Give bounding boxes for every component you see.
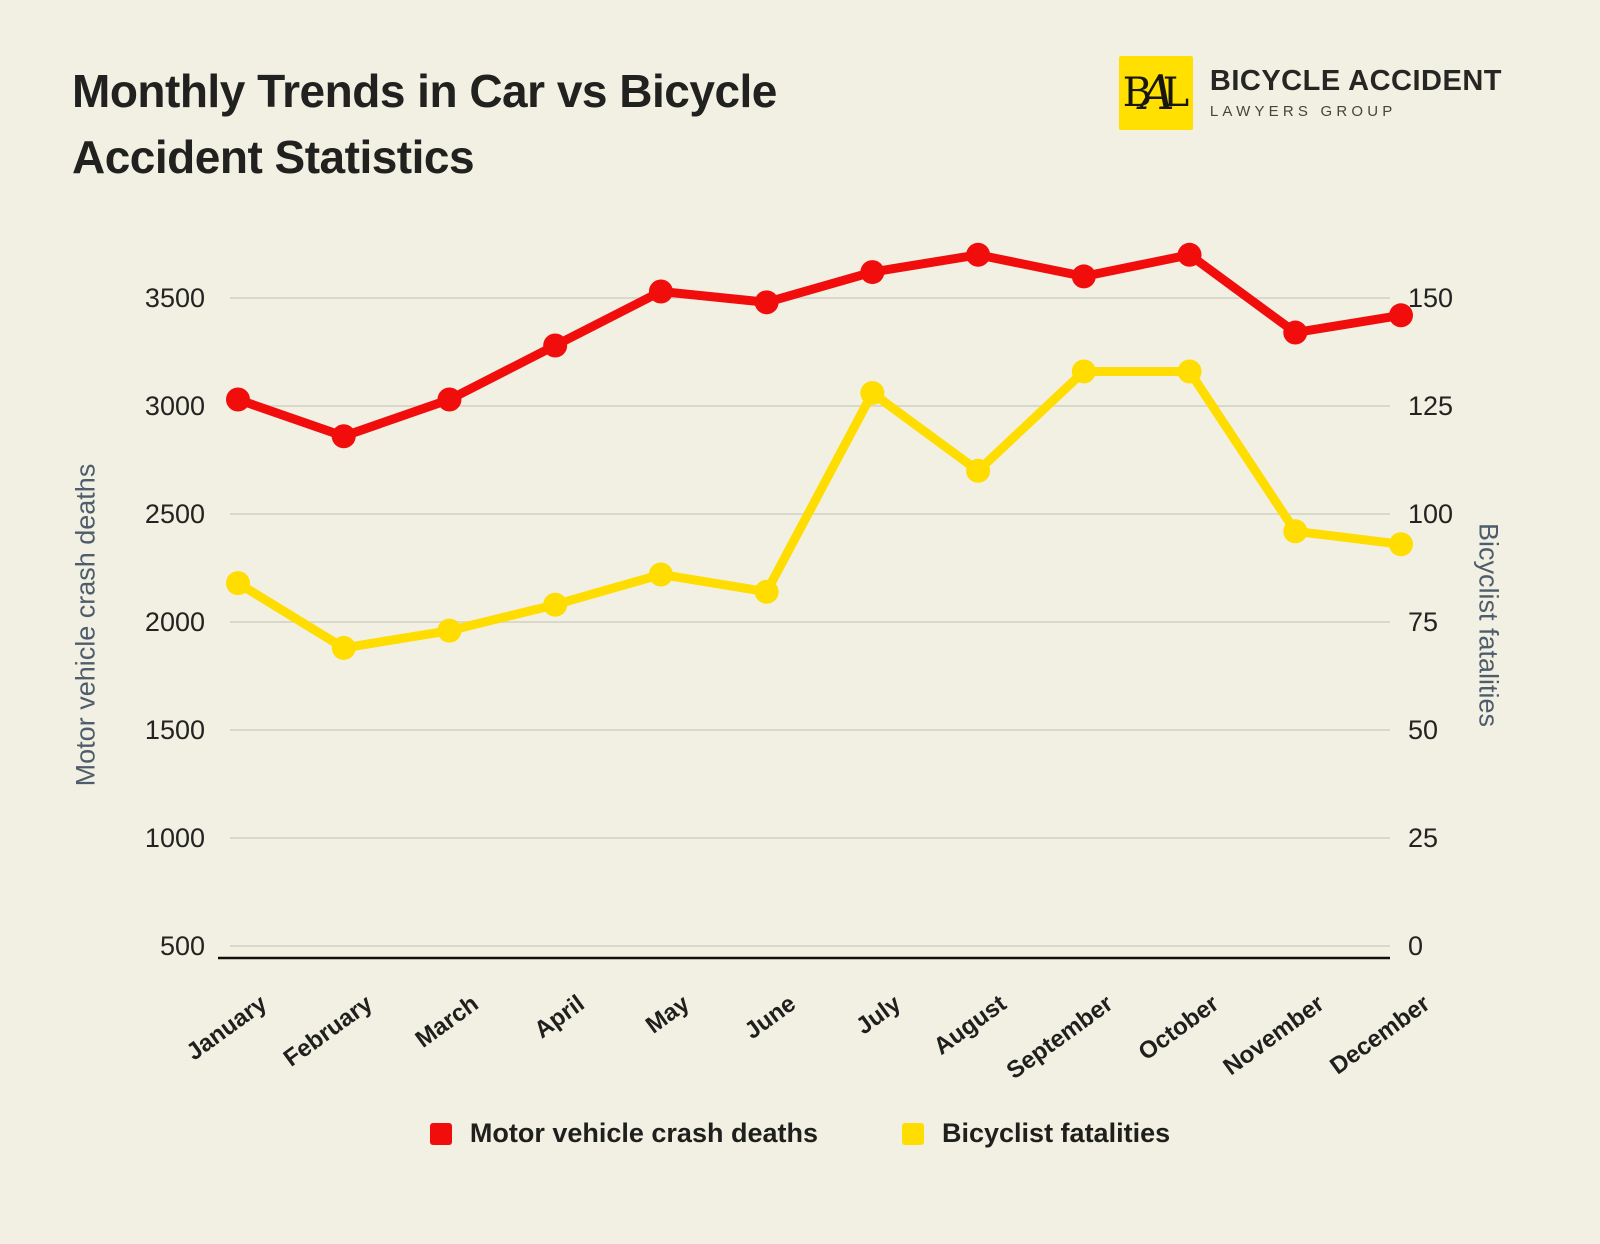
legend-item-bicyclist: Bicyclist fatalities <box>902 1120 1170 1147</box>
left-axis-title: Motor vehicle crash deaths <box>70 463 101 787</box>
legend-label: Bicyclist fatalities <box>942 1118 1171 1148</box>
data-point <box>1389 532 1413 557</box>
data-point <box>966 458 991 483</box>
data-point <box>648 279 673 304</box>
y-axis-tick-right: 125 <box>1408 391 1454 421</box>
data-point <box>226 387 250 412</box>
data-point <box>1283 320 1308 345</box>
data-point <box>966 242 991 267</box>
data-point <box>860 260 885 285</box>
legend-item-motor-vehicle: Motor vehicle crash deaths <box>429 1118 818 1148</box>
data-point <box>860 381 885 406</box>
series-line-motor-vehicle-crash-deaths <box>233 250 1406 441</box>
logo-company-subtitle: LAWYERS GROUP <box>1209 103 1397 120</box>
y-axis-tick-left: 1500 <box>144 715 205 745</box>
data-point <box>437 618 462 643</box>
chart-title: Monthly Trends in Car vs Bicycle Acciden… <box>72 58 777 190</box>
monogram-letter: A <box>1139 65 1175 121</box>
data-point <box>543 333 568 358</box>
y-axis-tick-left: 1000 <box>144 823 205 853</box>
data-point <box>1283 519 1308 544</box>
y-axis-tick-right: 0 <box>1408 931 1424 961</box>
data-point <box>437 387 462 412</box>
company-logo: B A L BICYCLE ACCIDENT LAWYERS GROUP <box>1118 56 1502 130</box>
data-point <box>1177 359 1202 384</box>
chart-title-line2: Accident Statistics <box>72 131 475 183</box>
y-axis-tick-left: 2500 <box>144 499 205 529</box>
data-point <box>648 562 673 587</box>
y-axis-tick-left: 3000 <box>144 391 205 421</box>
logo-text: BICYCLE ACCIDENT LAWYERS GROUP <box>1209 65 1502 120</box>
chart-legend: Motor vehicle crash deaths Bicyclist fat… <box>0 1120 1600 1147</box>
legend-swatch-red <box>429 1122 452 1145</box>
data-point <box>1071 264 1096 289</box>
data-point <box>226 571 250 596</box>
y-axis-tick-left: 3500 <box>144 283 205 313</box>
y-axis-tick-right: 25 <box>1408 823 1439 853</box>
data-point <box>1177 242 1202 267</box>
data-point <box>1071 359 1096 384</box>
y-axis-tick-right: 50 <box>1408 715 1439 745</box>
right-axis-title: Bicyclist fatalities <box>1473 522 1504 728</box>
data-point <box>331 635 356 660</box>
data-point <box>331 424 356 449</box>
logo-monogram-icon: B A L <box>1118 56 1193 130</box>
legend-swatch-yellow <box>902 1122 924 1145</box>
y-axis-tick-right: 150 <box>1408 283 1454 313</box>
y-axis-tick-left: 500 <box>159 931 205 961</box>
data-point <box>754 579 779 604</box>
monogram-letter: B <box>1122 70 1152 116</box>
monogram-letter: L <box>1162 70 1190 116</box>
logo-company-name: BICYCLE ACCIDENT <box>1209 65 1502 97</box>
y-axis-tick-right: 75 <box>1408 607 1439 637</box>
data-point <box>1389 303 1413 328</box>
data-point <box>543 592 568 617</box>
y-axis-tick-left: 2000 <box>144 607 205 637</box>
legend-label: Motor vehicle crash deaths <box>469 1118 818 1148</box>
chart-title-line1: Monthly Trends in Car vs Bicycle <box>72 65 777 117</box>
y-axis-tick-right: 100 <box>1408 499 1454 529</box>
series-line-bicyclist-fatalities <box>233 366 1406 653</box>
data-point <box>754 290 779 315</box>
